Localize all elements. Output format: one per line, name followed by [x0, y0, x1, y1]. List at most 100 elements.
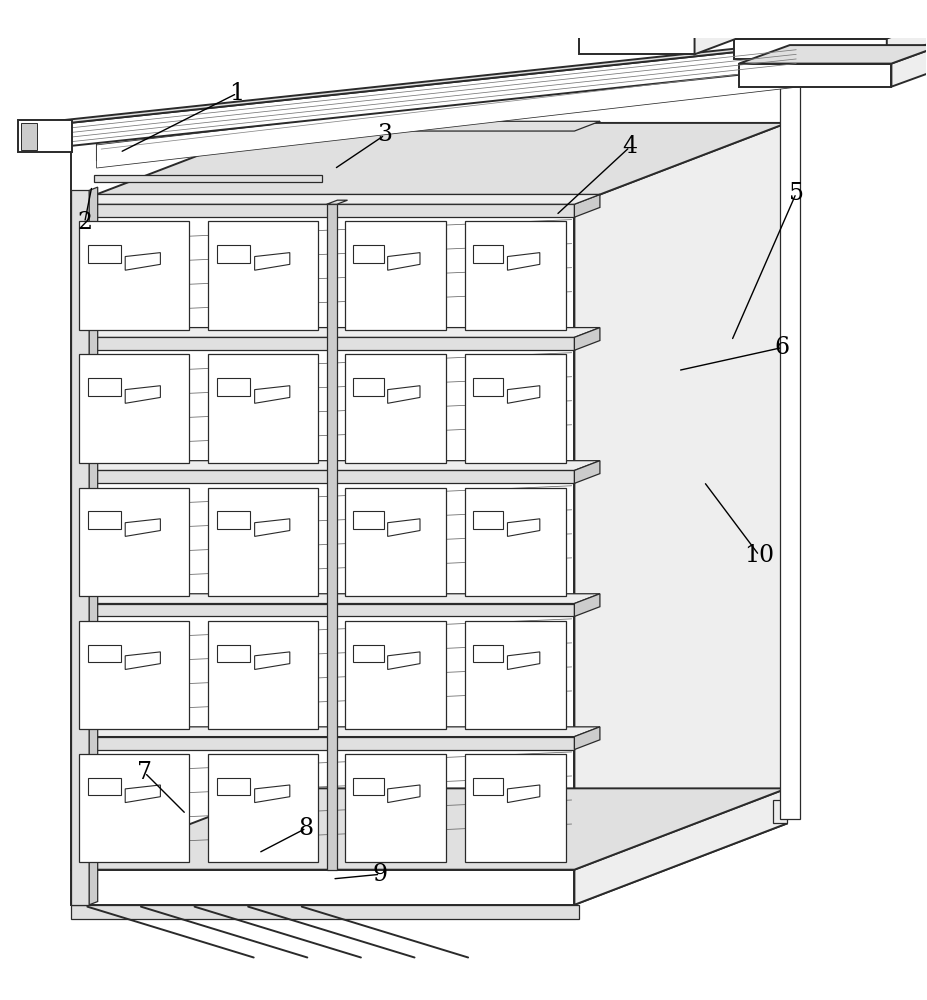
- Polygon shape: [326, 200, 348, 204]
- Polygon shape: [70, 470, 575, 483]
- Polygon shape: [353, 645, 384, 662]
- Polygon shape: [507, 652, 540, 669]
- Polygon shape: [125, 652, 160, 669]
- Text: 6: 6: [775, 336, 790, 359]
- Polygon shape: [125, 785, 160, 803]
- Polygon shape: [209, 221, 318, 330]
- Polygon shape: [892, 45, 927, 87]
- Text: 10: 10: [744, 544, 774, 567]
- Polygon shape: [887, 20, 927, 59]
- Polygon shape: [70, 204, 575, 217]
- Polygon shape: [88, 245, 121, 263]
- Text: 4: 4: [622, 135, 638, 158]
- Polygon shape: [473, 511, 503, 529]
- Polygon shape: [20, 123, 36, 150]
- Polygon shape: [70, 337, 575, 350]
- Polygon shape: [734, 39, 887, 59]
- Polygon shape: [575, 194, 600, 217]
- Polygon shape: [70, 194, 600, 204]
- Polygon shape: [89, 187, 97, 905]
- Polygon shape: [255, 386, 290, 403]
- Polygon shape: [473, 245, 503, 263]
- Polygon shape: [79, 354, 189, 463]
- Polygon shape: [734, 20, 927, 39]
- Polygon shape: [96, 56, 801, 161]
- Polygon shape: [70, 737, 575, 750]
- Polygon shape: [217, 378, 250, 396]
- Polygon shape: [353, 511, 384, 529]
- Polygon shape: [209, 354, 318, 463]
- Polygon shape: [125, 519, 160, 536]
- Polygon shape: [739, 64, 892, 87]
- Text: 3: 3: [377, 123, 392, 146]
- Polygon shape: [255, 652, 290, 669]
- Polygon shape: [465, 354, 566, 463]
- Polygon shape: [507, 386, 540, 403]
- Polygon shape: [70, 788, 787, 870]
- Text: 8: 8: [298, 817, 314, 840]
- Polygon shape: [255, 785, 290, 803]
- Polygon shape: [88, 778, 121, 795]
- Polygon shape: [465, 221, 566, 330]
- Polygon shape: [255, 519, 290, 536]
- Polygon shape: [326, 204, 337, 870]
- Polygon shape: [88, 511, 121, 529]
- Polygon shape: [70, 204, 575, 870]
- Polygon shape: [217, 645, 250, 662]
- Polygon shape: [575, 328, 600, 350]
- Polygon shape: [209, 754, 318, 862]
- Polygon shape: [79, 754, 189, 862]
- Polygon shape: [473, 378, 503, 396]
- Polygon shape: [773, 800, 787, 823]
- Polygon shape: [780, 59, 800, 819]
- Polygon shape: [345, 621, 446, 729]
- Polygon shape: [353, 778, 384, 795]
- Polygon shape: [70, 190, 89, 905]
- Polygon shape: [255, 253, 290, 270]
- Polygon shape: [209, 621, 318, 729]
- Polygon shape: [575, 788, 787, 905]
- Polygon shape: [345, 354, 446, 463]
- Polygon shape: [387, 253, 420, 270]
- Polygon shape: [353, 378, 384, 396]
- Polygon shape: [36, 40, 812, 126]
- Polygon shape: [70, 328, 600, 337]
- Polygon shape: [217, 778, 250, 795]
- Polygon shape: [739, 45, 927, 64]
- Polygon shape: [465, 488, 566, 596]
- Polygon shape: [387, 652, 420, 669]
- Polygon shape: [70, 594, 600, 604]
- Polygon shape: [70, 905, 579, 919]
- Polygon shape: [96, 52, 810, 138]
- Polygon shape: [88, 378, 121, 396]
- Polygon shape: [387, 386, 420, 403]
- Polygon shape: [217, 511, 250, 529]
- Polygon shape: [345, 488, 446, 596]
- Polygon shape: [94, 175, 322, 182]
- Polygon shape: [575, 123, 787, 905]
- Polygon shape: [70, 194, 600, 204]
- Polygon shape: [345, 754, 446, 862]
- Polygon shape: [473, 778, 503, 795]
- Polygon shape: [70, 461, 600, 470]
- Polygon shape: [70, 131, 575, 204]
- Polygon shape: [79, 621, 189, 729]
- Polygon shape: [79, 221, 189, 330]
- Polygon shape: [70, 870, 575, 905]
- Polygon shape: [88, 645, 121, 662]
- Polygon shape: [217, 245, 250, 263]
- Polygon shape: [507, 785, 540, 803]
- Polygon shape: [387, 519, 420, 536]
- Polygon shape: [353, 245, 384, 263]
- Polygon shape: [18, 120, 71, 152]
- Polygon shape: [579, 0, 694, 54]
- Text: 9: 9: [373, 863, 387, 886]
- Polygon shape: [575, 727, 600, 750]
- Polygon shape: [575, 121, 600, 204]
- Polygon shape: [387, 785, 420, 803]
- Polygon shape: [96, 64, 801, 168]
- Text: 1: 1: [230, 82, 245, 105]
- Polygon shape: [70, 727, 600, 737]
- Polygon shape: [465, 754, 566, 862]
- Polygon shape: [70, 604, 575, 616]
